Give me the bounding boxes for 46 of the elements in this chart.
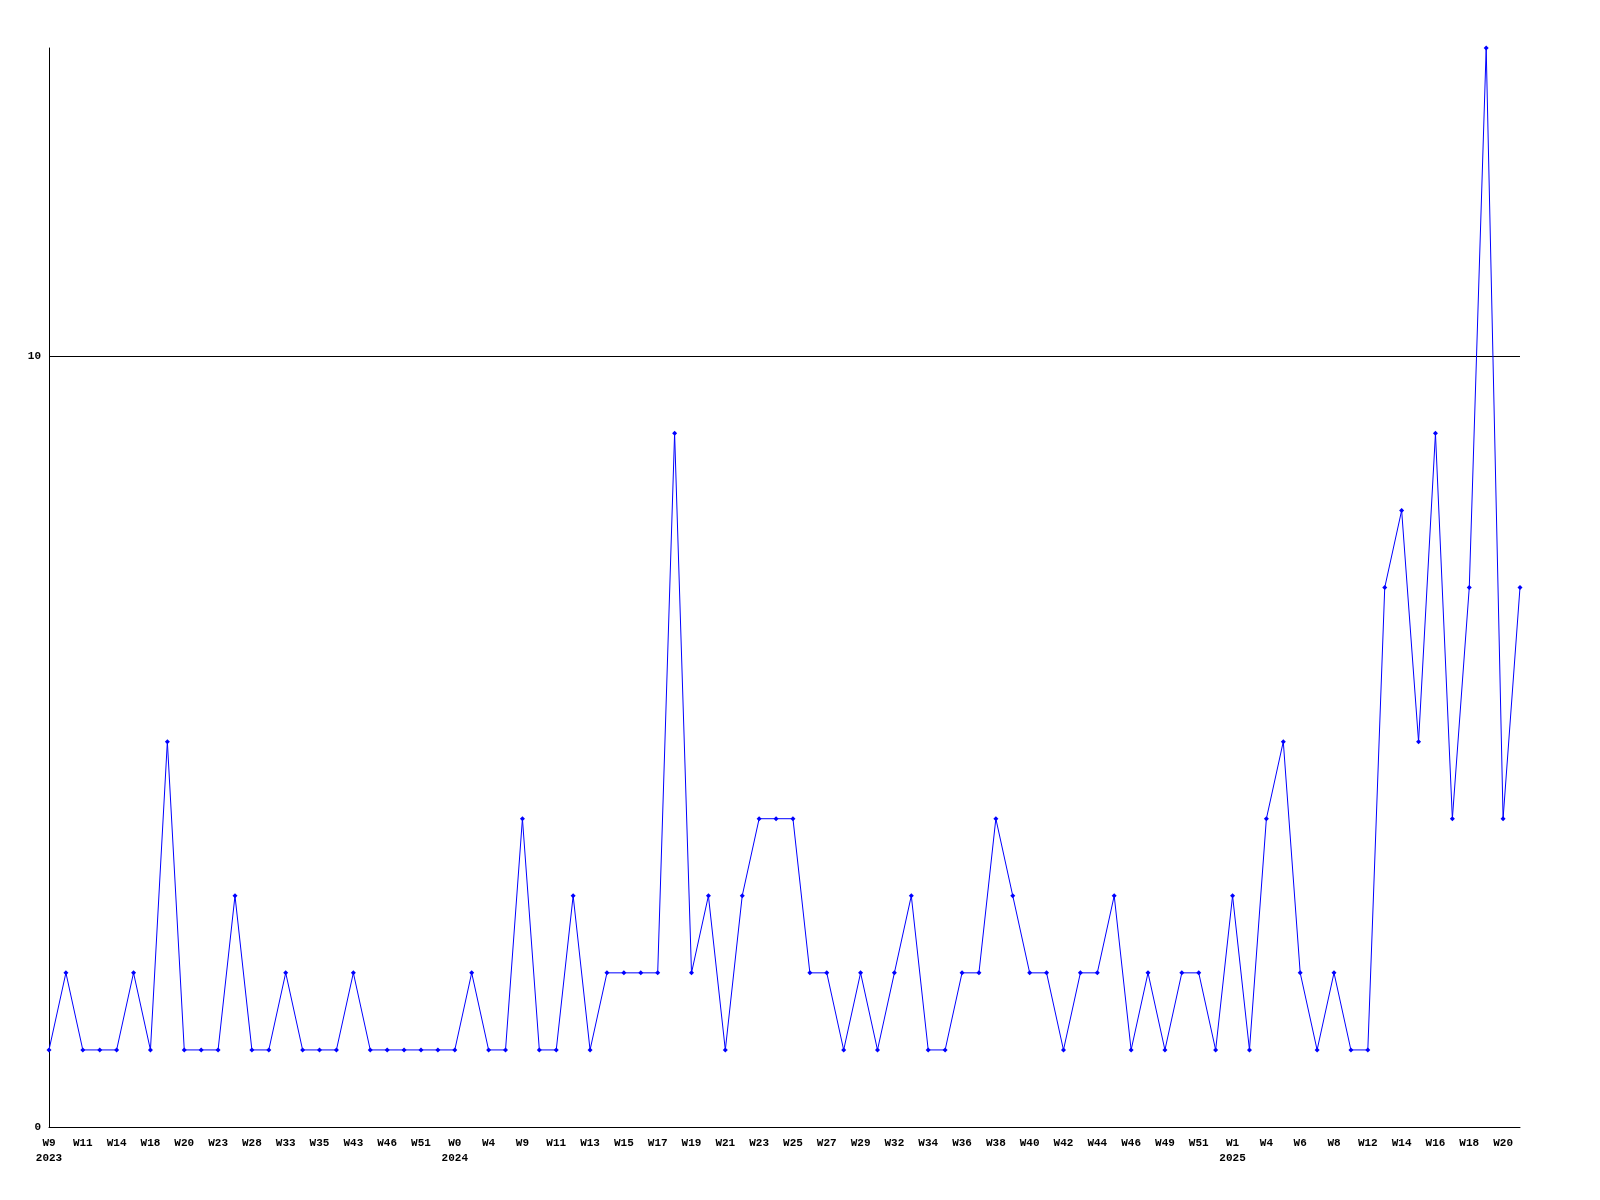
x-tick-label: W13: [580, 1136, 601, 1149]
x-tick-label: W18: [1459, 1136, 1480, 1149]
x-tick-label: W0 2024: [441, 1136, 469, 1164]
x-tick-label: W4: [1259, 1136, 1274, 1149]
x-tick-label: W15: [613, 1136, 635, 1149]
x-tick-label: W36: [952, 1136, 972, 1149]
x-tick-label: W14: [1391, 1136, 1412, 1149]
x-tick-label: W6: [1293, 1136, 1307, 1149]
y-tick-label: 0: [34, 1121, 41, 1133]
x-tick-label: W33: [275, 1136, 297, 1149]
x-tick-label: W49: [1155, 1136, 1175, 1149]
x-tick-label: W51: [1188, 1136, 1210, 1149]
x-tick-label: W17: [647, 1136, 668, 1149]
x-tick-label: W19: [681, 1136, 702, 1149]
x-tick-label: W11: [72, 1136, 94, 1149]
x-tick-label: W14: [106, 1136, 127, 1149]
x-tick-label: W16: [1425, 1136, 1446, 1149]
x-tick-label: W40: [1019, 1136, 1040, 1149]
x-tick-label: W32: [884, 1136, 905, 1149]
x-tick-label: W8: [1327, 1136, 1342, 1149]
x-tick-label: W51: [411, 1136, 432, 1149]
x-tick-label: W44: [1087, 1136, 1108, 1149]
x-tick-label: W25: [783, 1136, 804, 1149]
x-tick-label: W46: [1121, 1136, 1142, 1149]
x-tick-label: W28: [241, 1136, 263, 1149]
x-tick-label: W11: [546, 1136, 567, 1149]
y-tick-label: 10: [27, 350, 41, 363]
x-tick-label: W34: [918, 1136, 939, 1149]
x-tick-label: W12: [1357, 1136, 1378, 1149]
x-tick-label: W20: [1493, 1136, 1513, 1149]
x-tick-label: W29: [850, 1136, 871, 1149]
x-tick-label: W23: [208, 1136, 229, 1149]
x-tick-label: W35: [309, 1136, 330, 1149]
x-tick-label: W18: [140, 1136, 161, 1149]
x-tick-label: W21: [715, 1136, 736, 1149]
x-tick-label: W9 2023: [35, 1136, 63, 1164]
x-tick-label: W1 2025: [1219, 1136, 1247, 1164]
x-tick-label: W4: [482, 1136, 496, 1149]
x-tick-label: W46: [377, 1136, 398, 1149]
x-tick-label: W27: [816, 1136, 837, 1149]
x-tick-label: W42: [1053, 1136, 1074, 1149]
x-tick-label: W43: [343, 1136, 364, 1149]
x-tick-label: W38: [985, 1136, 1007, 1149]
x-tick-label: W9: [515, 1136, 530, 1149]
x-tick-label: W20: [174, 1136, 195, 1149]
x-tick-label: W23: [749, 1136, 770, 1149]
